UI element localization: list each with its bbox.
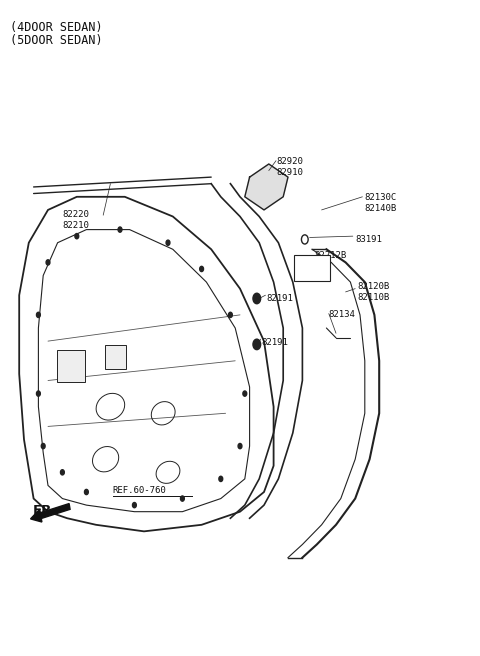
Circle shape (228, 312, 232, 318)
Text: 82191: 82191 (266, 294, 293, 303)
Circle shape (75, 234, 79, 239)
Circle shape (84, 489, 88, 495)
Circle shape (132, 502, 136, 508)
Circle shape (60, 470, 64, 475)
Text: FR.: FR. (33, 504, 58, 517)
Circle shape (243, 391, 247, 396)
Circle shape (238, 443, 242, 449)
Circle shape (200, 266, 204, 272)
Circle shape (180, 496, 184, 501)
Text: 82120B
82110B: 82120B 82110B (358, 282, 390, 302)
FancyBboxPatch shape (294, 255, 330, 281)
FancyArrow shape (31, 504, 70, 522)
Circle shape (118, 227, 122, 232)
Circle shape (219, 476, 223, 482)
Circle shape (46, 260, 50, 265)
Text: 82212B: 82212B (314, 251, 347, 260)
Circle shape (166, 240, 170, 245)
Circle shape (36, 391, 40, 396)
Text: REF.60-760: REF.60-760 (113, 486, 167, 495)
Circle shape (36, 312, 40, 318)
Circle shape (253, 293, 261, 304)
Text: 82130C
82140B: 82130C 82140B (365, 194, 397, 213)
Text: 82134: 82134 (329, 310, 356, 319)
Text: 82220
82210: 82220 82210 (62, 210, 89, 230)
Text: 82920
82910: 82920 82910 (276, 157, 303, 177)
Polygon shape (245, 164, 288, 210)
FancyBboxPatch shape (57, 350, 85, 382)
Circle shape (253, 339, 261, 350)
Circle shape (41, 443, 45, 449)
Text: 82191: 82191 (262, 338, 288, 347)
Text: (5DOOR SEDAN): (5DOOR SEDAN) (10, 34, 102, 47)
Text: 83191: 83191 (355, 235, 382, 244)
Text: (4DOOR SEDAN): (4DOOR SEDAN) (10, 21, 102, 34)
Text: 1249LQ: 1249LQ (298, 264, 326, 272)
FancyBboxPatch shape (105, 345, 126, 369)
